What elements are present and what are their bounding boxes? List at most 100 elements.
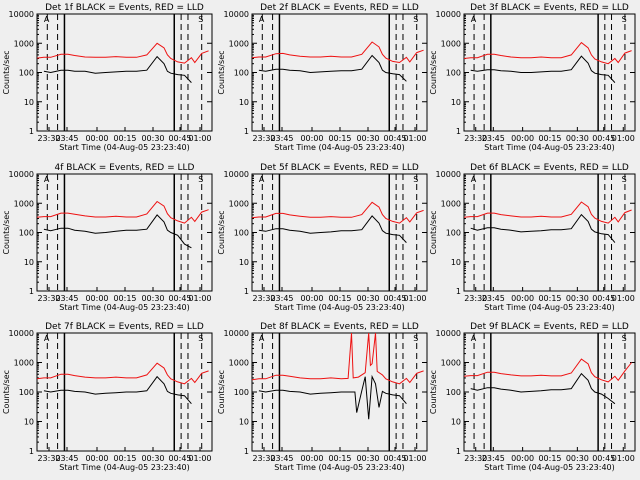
x-tick-label: 23:45: [482, 454, 505, 463]
x-tick-label: 00:45: [383, 134, 406, 143]
x-tick-label: 00:00: [300, 454, 323, 463]
x-axis-label: Start Time (04-Aug-05 23:23:40): [59, 463, 190, 472]
x-axis-label: Start Time (04-Aug-05 23:23:40): [484, 143, 615, 152]
series-events-line: [258, 215, 407, 243]
y-tick-label: 10000: [436, 10, 461, 19]
y-tick-label: 10: [24, 258, 34, 267]
y-axis-label: Counts/sec: [429, 210, 438, 254]
marker-letter-a: A: [471, 15, 477, 24]
y-tick-label: 10: [239, 98, 249, 107]
y-tick-label: 10: [24, 98, 34, 107]
x-tick-label: 01:00: [188, 294, 211, 303]
subplot-4: 4f BLACK = Events, RED = LLD 1 10 100 1000 10…: [2, 163, 213, 312]
x-tick-label: 23:30: [37, 134, 60, 143]
x-tick-label: 00:30: [566, 134, 589, 143]
x-tick-label: 23:45: [482, 294, 505, 303]
y-tick-label: 10000: [9, 170, 34, 179]
series-events-line: [43, 55, 192, 83]
y-tick-label: 1000: [229, 359, 249, 368]
series-lld-line: [251, 41, 424, 64]
x-tick-label: 01:00: [612, 134, 635, 143]
x-tick-label: 00:00: [300, 294, 323, 303]
marker-letter-s: S: [622, 175, 627, 184]
y-tick-label: 1000: [441, 359, 461, 368]
y-axis-label: Counts/sec: [2, 370, 11, 414]
x-tick-label: 23:45: [482, 134, 505, 143]
axes-frame: [36, 173, 213, 292]
subplot-title: Det 9f BLACK = Events, RED = LLD: [470, 322, 629, 332]
y-tick-label: 10000: [224, 170, 249, 179]
subplot-title: Det 5f BLACK = Events, RED = LLD: [260, 163, 419, 173]
y-tick-label: 1000: [229, 39, 249, 48]
subplot-5: Det 5f BLACK = Events, RED = LLD 1 10 100 10…: [217, 163, 428, 312]
x-tick-label: 01:00: [612, 454, 635, 463]
subplot-title: Det 2f BLACK = Events, RED = LLD: [260, 3, 419, 13]
series-lld-line: [463, 41, 632, 65]
y-axis-label: Counts/sec: [217, 210, 226, 254]
y-tick-label: 100: [234, 388, 249, 397]
y-axis-label: Counts/sec: [2, 210, 11, 254]
x-tick-label: 23:30: [464, 294, 487, 303]
x-tick-label: 00:45: [592, 294, 615, 303]
x-tick-label: 23:30: [252, 294, 275, 303]
series-lld-line: [36, 362, 209, 385]
marker-letter-a: A: [44, 175, 50, 184]
x-axis-label: Start Time (04-Aug-05 23:23:40): [59, 303, 190, 312]
subplot-title: Det 6f BLACK = Events, RED = LLD: [470, 163, 629, 173]
y-tick-label: 10000: [9, 10, 34, 19]
y-tick-label: 1000: [441, 199, 461, 208]
x-axis-label: Start Time (04-Aug-05 23:23:40): [274, 463, 405, 472]
subplot-title: Det 1f BLACK = Events, RED = LLD: [45, 3, 204, 13]
x-tick-label: 00:15: [328, 294, 351, 303]
x-tick-label: 00:45: [383, 294, 406, 303]
axes-frame: [463, 332, 636, 452]
y-tick-label: 1: [244, 127, 249, 136]
y-tick-label: 10: [239, 418, 249, 427]
y-tick-label: 1: [29, 447, 34, 456]
subplot-title: Det 7f BLACK = Events, RED = LLD: [45, 322, 204, 332]
y-tick-label: 10: [24, 418, 34, 427]
series-lld-line: [463, 201, 632, 224]
y-axis-label: Counts/sec: [217, 50, 226, 94]
marker-letter-a: A: [44, 334, 50, 343]
y-tick-label: 100: [234, 229, 249, 238]
x-tick-label: 23:45: [55, 294, 78, 303]
x-tick-label: 23:30: [37, 454, 60, 463]
subplot-3: Det 3f BLACK = Events, RED = LLD 1 10 100 10…: [429, 3, 636, 152]
marker-letter-a: A: [259, 175, 265, 184]
x-tick-label: 00:30: [141, 134, 164, 143]
x-tick-label: 01:00: [403, 294, 426, 303]
y-tick-label: 1: [456, 287, 461, 296]
x-axis-label: Start Time (04-Aug-05 23:23:40): [484, 303, 615, 312]
y-tick-label: 1000: [14, 39, 34, 48]
x-tick-label: 23:30: [464, 454, 487, 463]
y-axis-label: Counts/sec: [429, 370, 438, 414]
x-tick-label: 01:00: [612, 294, 635, 303]
x-tick-label: 00:15: [113, 294, 136, 303]
y-axis-label: Counts/sec: [429, 50, 438, 94]
y-tick-label: 100: [446, 229, 461, 238]
x-tick-label: 23:45: [270, 294, 293, 303]
marker-letter-s: S: [198, 334, 203, 343]
x-tick-label: 00:00: [511, 454, 534, 463]
series-events-line: [43, 214, 192, 249]
y-tick-label: 100: [19, 69, 34, 78]
x-tick-label: 00:30: [356, 294, 379, 303]
y-tick-label: 1000: [14, 199, 34, 208]
x-tick-label: 00:15: [328, 134, 351, 143]
x-tick-label: 01:00: [188, 454, 211, 463]
y-tick-label: 1: [456, 447, 461, 456]
y-axis-label: Counts/sec: [217, 370, 226, 414]
x-axis-label: Start Time (04-Aug-05 23:23:40): [274, 303, 405, 312]
y-tick-label: 10: [451, 98, 461, 107]
subplot-1: Det 1f BLACK = Events, RED = LLD 1 10 100 10…: [2, 3, 213, 152]
y-tick-label: 10: [451, 418, 461, 427]
axes-frame: [463, 173, 636, 292]
subplot-title: Det 8f BLACK = Events, RED = LLD: [260, 322, 419, 332]
subplot-2: Det 2f BLACK = Events, RED = LLD 1 10 100 10…: [217, 3, 428, 152]
series-events-line: [470, 213, 616, 243]
marker-letter-s: S: [622, 15, 627, 24]
y-tick-label: 10: [239, 258, 249, 267]
x-axis-label: Start Time (04-Aug-05 23:23:40): [59, 143, 190, 152]
